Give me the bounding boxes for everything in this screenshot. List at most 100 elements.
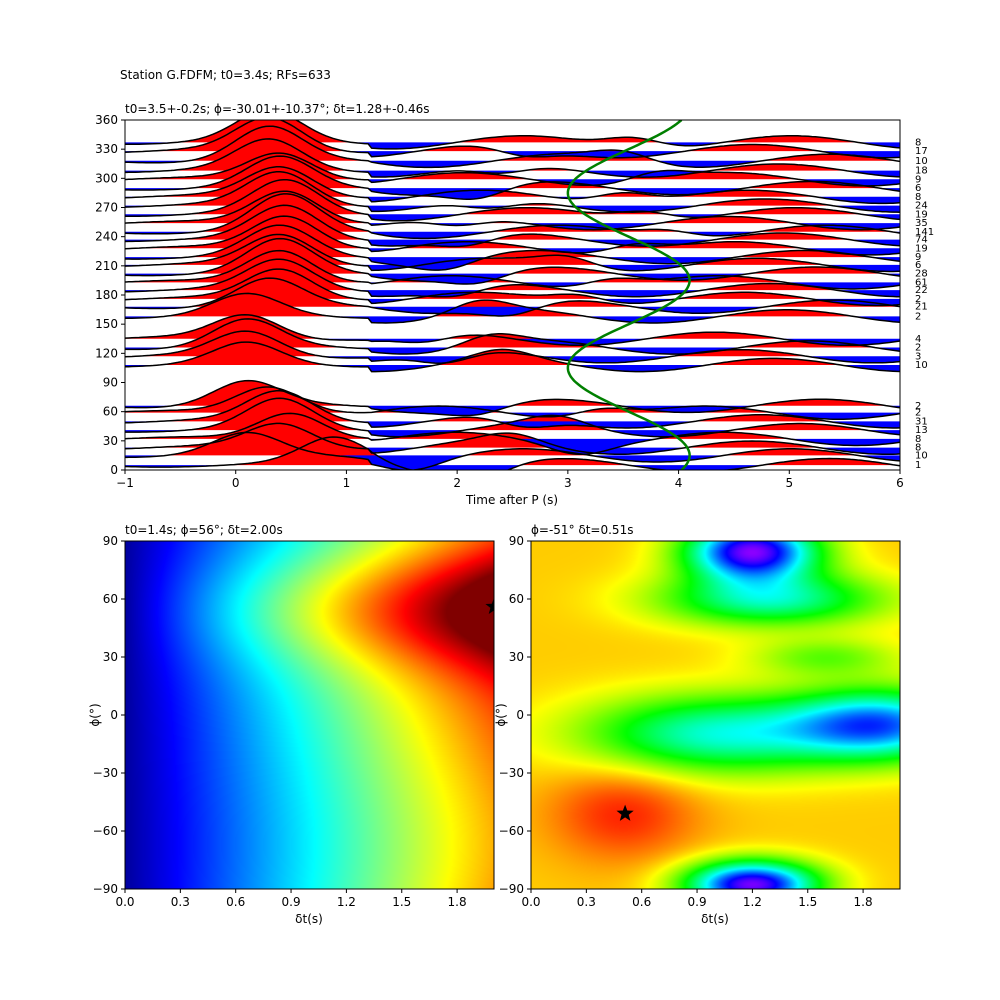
waveform-ytick-label-7: 210	[95, 259, 118, 273]
waveform-xlabel: Time after P (s)	[465, 493, 558, 507]
trace-positive-fill-20	[125, 216, 900, 249]
trace-count-26: 8	[915, 192, 921, 203]
trace-line-29	[125, 138, 900, 178]
right-heatmap-ylabel: ϕ(°)	[494, 703, 508, 726]
trace-count-24: 19	[915, 209, 928, 220]
waveform-ytick-label-10: 300	[95, 171, 118, 185]
trace-negative-fill-4	[125, 430, 900, 437]
trace-negative-fill-9	[125, 356, 900, 364]
heatmap2-xtick-label-5: 1.5	[798, 895, 817, 909]
heatmap2-ytick-label-6: −90	[499, 882, 524, 896]
trace-negative-fill-20	[125, 248, 900, 255]
trace-line-4	[125, 397, 900, 438]
heatmap1-star-marker	[485, 597, 494, 614]
heatmap1-ytick-label-6: −90	[93, 882, 118, 896]
heatmap1-xtick-label-1: 0.3	[171, 895, 190, 909]
right-heatmap-x-ticks: 0.0 0.3 0.6 0.9 1.2 1.5 1.8	[521, 889, 873, 909]
trace-positive-fill-13	[125, 278, 900, 307]
waveform-traces	[125, 120, 900, 470]
heatmap2-xtick-label-2: 0.6	[632, 895, 651, 909]
trace-line-10	[125, 318, 900, 355]
trace-line-3	[125, 412, 900, 456]
waveform-xtick-label-7: 6	[896, 476, 904, 490]
trace-positive-fill-7	[125, 380, 900, 406]
trace-negative-fill-19	[125, 257, 900, 271]
energy-grid-right-panel: ϕ=-51° δt=0.51s 0.0 0.3 0.6 0.9 1.2 1.5 1.8 90…	[494, 523, 901, 926]
heatmap1-ytick-label-2: 30	[103, 650, 118, 664]
trace-line-20	[125, 215, 900, 256]
trace-count-4: 13	[915, 425, 928, 436]
heatmap2-ytick-label-0: 90	[509, 534, 524, 548]
waveform-ytick-label-12: 360	[95, 113, 118, 127]
trace-negative-fill-13	[125, 306, 900, 316]
trace-line-2	[125, 422, 900, 455]
heatmap2-star-marker	[616, 804, 634, 821]
trace-line-14	[125, 268, 900, 307]
trace-positive-fill-27	[125, 156, 900, 189]
right-heatmap-image	[531, 541, 900, 889]
trace-negative-fill-16	[125, 282, 900, 289]
right-heatmap-xlabel: δt(s)	[701, 912, 729, 926]
trace-line-32	[125, 120, 900, 150]
trace-line-17	[125, 237, 900, 285]
heatmap1-ytick-label-0: 90	[103, 534, 118, 548]
trace-count-8: 10	[915, 360, 928, 371]
trace-count-14: 2	[915, 294, 921, 305]
heatmap1-ytick-label-1: 60	[103, 592, 118, 606]
waveform-xtick-label-2: 1	[343, 476, 351, 490]
waveform-panel: t0=3.5+-0.2s; ϕ=-30.01+-10.37°; δt=1.28+…	[95, 102, 934, 507]
left-heatmap-x-ticks: 0.0 0.3 0.6 0.9 1.2 1.5 1.8	[115, 889, 467, 909]
trace-count-0: 1	[915, 460, 921, 471]
heatmap1-xtick-label-2: 0.6	[226, 895, 245, 909]
trace-line-16	[125, 249, 900, 290]
heatmap1-ytick-label-4: −30	[93, 766, 118, 780]
trace-line-1	[125, 431, 900, 470]
trace-positive-fill-32	[125, 120, 900, 143]
trace-positive-fill-2	[125, 423, 900, 448]
trace-line-12	[125, 292, 900, 324]
trace-negative-fill-7	[125, 405, 900, 416]
trace-count-30: 10	[915, 156, 928, 167]
left-heatmap-y-ticks: 90 60 30 0 −30 −60 −90	[93, 534, 125, 896]
trace-positive-fill-30	[125, 126, 900, 161]
waveform-ytick-label-9: 270	[95, 201, 118, 215]
trace-count-5: 31	[915, 416, 928, 427]
trace-negative-fill-31	[125, 151, 900, 158]
trace-positive-fill-23	[125, 191, 900, 224]
trace-line-21	[125, 204, 900, 248]
waveform-ytick-label-2: 60	[103, 405, 118, 419]
trace-line-11	[125, 313, 900, 347]
trace-count-28: 9	[915, 174, 921, 185]
waveform-ytick-label-5: 150	[95, 317, 118, 331]
waveform-x-ticks: −1 0 1 2 3 4 5 6	[116, 470, 904, 490]
trace-line-8	[125, 341, 900, 373]
trace-count-13: 21	[915, 302, 928, 313]
trace-positive-fill-31	[125, 120, 900, 152]
heatmap1-xtick-label-4: 1.2	[337, 895, 356, 909]
trace-line-23	[125, 190, 900, 231]
heatmap1-xtick-label-3: 0.9	[282, 895, 301, 909]
trace-line-7	[125, 379, 900, 417]
left-heatmap-marker	[485, 597, 494, 614]
trace-line-9	[125, 330, 900, 364]
right-heatmap-y-ticks: 90 60 30 0 −30 −60 −90	[499, 534, 531, 896]
heatmap2-ytick-label-2: 30	[509, 650, 524, 664]
trace-line-18	[125, 233, 900, 273]
trace-line-30	[125, 125, 900, 169]
trace-count-23: 35	[915, 218, 928, 229]
waveform-ytick-label-11: 330	[95, 142, 118, 156]
right-heatmap-marker	[616, 804, 634, 821]
energy-grid-left-panel: t0=1.4s; ϕ=56°; δt=2.00s 0.0 0.3 0.6 0.9 1.2…	[88, 523, 495, 926]
waveform-xtick-label-6: 5	[785, 476, 793, 490]
trace-negative-fill-11	[125, 338, 900, 346]
trace-line-13	[125, 277, 900, 317]
trace-count-16: 61	[915, 277, 928, 288]
trace-positive-fill-12	[125, 293, 900, 317]
heatmap2-xtick-label-1: 0.3	[577, 895, 596, 909]
heatmap2-ytick-label-4: −30	[499, 766, 524, 780]
left-heatmap-ylabel: ϕ(°)	[88, 703, 102, 726]
trace-positive-fill-14	[125, 269, 900, 299]
trace-line-0	[125, 436, 900, 470]
waveform-ytick-label-6: 180	[95, 288, 118, 302]
trace-line-5	[125, 390, 900, 429]
